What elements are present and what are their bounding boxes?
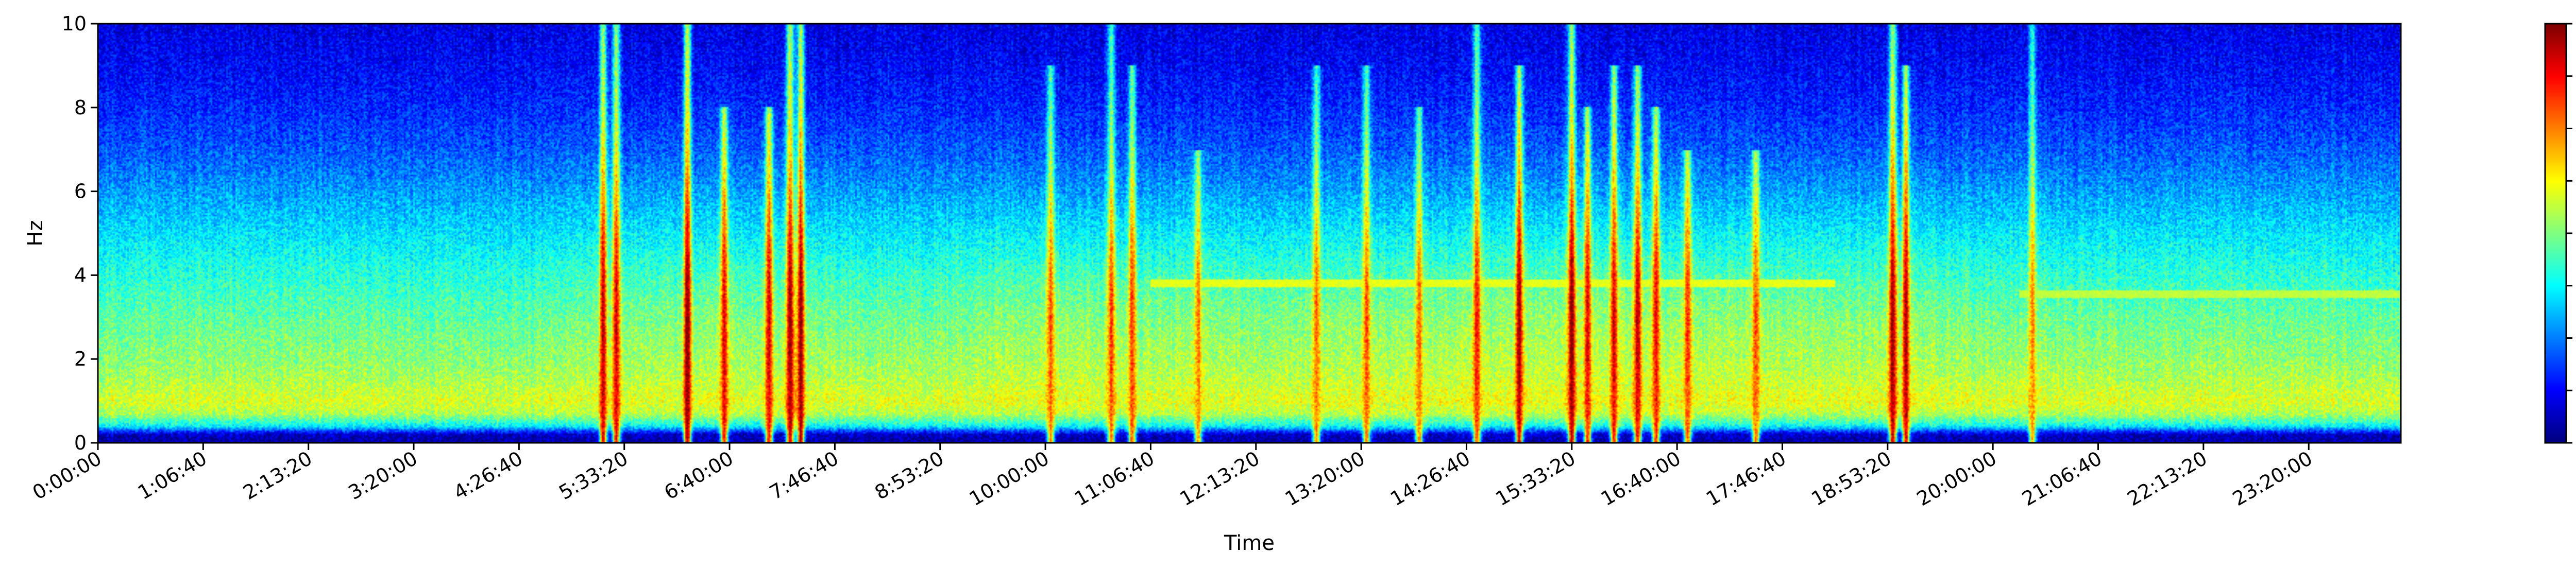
x-tick-label: 12:13:20 [1176,447,1263,510]
x-tick-label: 15:33:20 [1492,447,1579,510]
x-tick-label: 1:06:40 [134,447,211,504]
x-tick-label: 13:20:00 [1281,447,1369,510]
x-tick-label: 6:40:00 [660,447,737,504]
x-tick-label: 8:53:20 [871,447,947,504]
x-tick-label: 16:40:00 [1597,447,1685,510]
x-tick-label: 20:00:00 [1913,447,2001,510]
x-tick-label: 14:26:40 [1386,447,1474,510]
x-tick-label: 3:20:00 [345,447,421,504]
x-tick-label: 22:13:20 [2124,447,2211,510]
colorbar-ticks: +0 dB-10 dB-20 dB-30 dB-40 dB-50 dB-60 d… [2566,23,2572,444]
y-tick-label: 4 [74,264,87,286]
x-tick-label: 11:06:40 [1071,447,1158,510]
x-tick-label: 4:26:40 [450,447,527,504]
colorbar: +0 dB-10 dB-20 dB-30 dB-40 dB-50 dB-60 d… [2544,23,2572,444]
spectrogram-plot: 0:00:00 1:06:40 2:13:20 3:20:00 4:26:40 5:33:… [24,12,2402,555]
plot-frame [97,23,2402,444]
x-tick-label: 23:20:00 [2229,447,2316,510]
x-tick-label: 17:46:40 [1702,447,1790,510]
y-tick-label: 0 [74,432,87,454]
y-axis-ticks: 0 2 4 6 8 10 [62,12,98,454]
spectrogram-image [98,24,2401,443]
x-tick-label: 18:53:20 [1808,447,1895,510]
colorbar-gradient [2545,24,2566,443]
y-axis-label: Hz [24,220,47,246]
y-tick-label: 8 [74,96,87,119]
x-tick-label: 5:33:20 [555,447,632,504]
x-tick-label: 10:00:00 [965,447,1053,510]
x-tick-label: 0:00:00 [29,447,106,504]
y-tick-label: 10 [62,12,87,35]
x-axis-label: Time [1224,531,1275,555]
x-tick-label: 2:13:20 [239,447,316,504]
y-tick-label: 2 [74,348,87,370]
y-tick-label: 6 [74,180,87,203]
x-tick-label: 21:06:40 [2018,447,2106,510]
x-tick-label: 7:46:40 [766,447,842,504]
x-axis-ticks: 0:00:00 1:06:40 2:13:20 3:20:00 4:26:40 5:33:… [29,443,2316,510]
